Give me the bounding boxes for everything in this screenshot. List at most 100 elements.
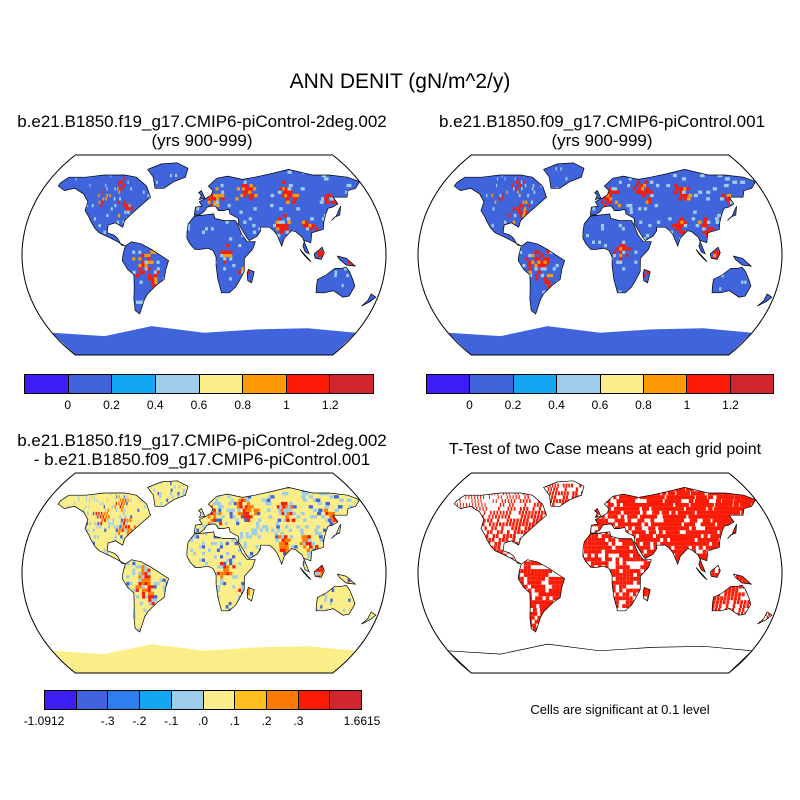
grid-cell [147, 585, 151, 589]
grid-cell [632, 549, 637, 554]
grid-cell [202, 558, 205, 562]
grid-cell [537, 250, 541, 254]
grid-cell [656, 220, 661, 224]
grid-cell [268, 515, 273, 519]
grid-cell [636, 510, 640, 515]
grid-cell [93, 217, 97, 221]
coastline-greenland [147, 480, 189, 507]
grid-cell [155, 180, 158, 184]
grid-cell [598, 545, 602, 550]
grid-cell [114, 203, 117, 208]
grid-cell [538, 592, 543, 597]
grid-cell [629, 207, 633, 211]
grid-cell [153, 585, 157, 589]
grid-cell [584, 545, 588, 550]
grid-cell [220, 578, 224, 582]
grid-cell [245, 508, 249, 512]
grid-cell [218, 511, 222, 516]
grid-cell [93, 535, 97, 539]
grid-cell [99, 515, 102, 519]
coastline-uk [198, 190, 206, 200]
grid-cell [678, 187, 682, 191]
grid-cell [623, 510, 628, 515]
grid-cell [115, 528, 118, 532]
grid-cell [217, 588, 221, 592]
grid-cell [106, 511, 108, 516]
grid-cell [734, 596, 737, 601]
grid-cell [125, 521, 128, 526]
grid-cell [530, 580, 535, 585]
grid-cell [216, 518, 220, 522]
land-uk [198, 508, 205, 518]
grid-cell [324, 491, 329, 496]
grid-cell [249, 515, 253, 519]
grid-cell [113, 538, 117, 542]
grid-cell [716, 499, 722, 503]
grid-cell [615, 592, 619, 597]
grid-cell [676, 506, 681, 511]
grid-cell [684, 197, 688, 201]
grid-cell [648, 197, 652, 201]
grid-cell [601, 541, 605, 546]
grid-cell [300, 531, 305, 536]
grid-cell [735, 584, 739, 589]
grid-cell [268, 495, 272, 499]
grid-cell [112, 518, 115, 522]
grid-cell [648, 526, 652, 531]
grid-cell [116, 220, 120, 224]
grid-cell [617, 510, 621, 515]
grid-cell [226, 508, 230, 512]
grid-cell [724, 183, 729, 188]
grid-cell [283, 190, 287, 194]
grid-cell [182, 488, 185, 492]
grid-cell [311, 541, 315, 546]
grid-cell [673, 499, 679, 503]
grid-cell [684, 545, 689, 550]
grid-cell [219, 545, 223, 549]
grid-cell [123, 177, 125, 181]
grid-cell [598, 561, 602, 566]
grid-cell [708, 503, 714, 507]
grid-cell [728, 518, 734, 523]
grid-cell [330, 511, 335, 516]
grid-cell [734, 592, 738, 597]
grid-cell [288, 190, 293, 194]
grid-cell [135, 588, 139, 592]
grid-cell [541, 510, 544, 515]
coastline-borneo [313, 246, 325, 260]
grid-cell [220, 581, 224, 586]
grid-cell [683, 538, 688, 542]
grid-cell [243, 545, 247, 549]
grid-cell [641, 530, 646, 535]
grid-cell [150, 591, 155, 596]
grid-cell [720, 522, 725, 527]
grid-cell [712, 187, 717, 191]
grid-cell [603, 197, 607, 201]
grid-cell [243, 193, 247, 198]
grid-cell [493, 510, 495, 515]
grid-cell [729, 200, 734, 204]
grid-cell [530, 611, 534, 616]
grid-cell [696, 510, 702, 515]
grid-cell [328, 518, 333, 522]
grid-cell [540, 273, 545, 278]
grid-cell [666, 518, 671, 523]
grid-cell [533, 190, 536, 194]
grid-cell [625, 596, 630, 601]
grid-cell [138, 565, 142, 569]
grid-cell [643, 207, 648, 211]
grid-cell [707, 506, 713, 511]
grid-cell [671, 510, 676, 515]
grid-cell [308, 538, 312, 542]
grid-cell [653, 503, 658, 507]
grid-cell [126, 561, 130, 566]
grid-cell [537, 270, 541, 274]
grid-cell [722, 499, 728, 503]
grid-cell [329, 515, 334, 519]
grid-cell [213, 518, 217, 522]
grid-cell [544, 277, 548, 281]
grid-cell [524, 183, 527, 188]
grid-cell [531, 260, 535, 264]
coastline-japan [331, 523, 341, 539]
grid-cell [636, 588, 641, 593]
